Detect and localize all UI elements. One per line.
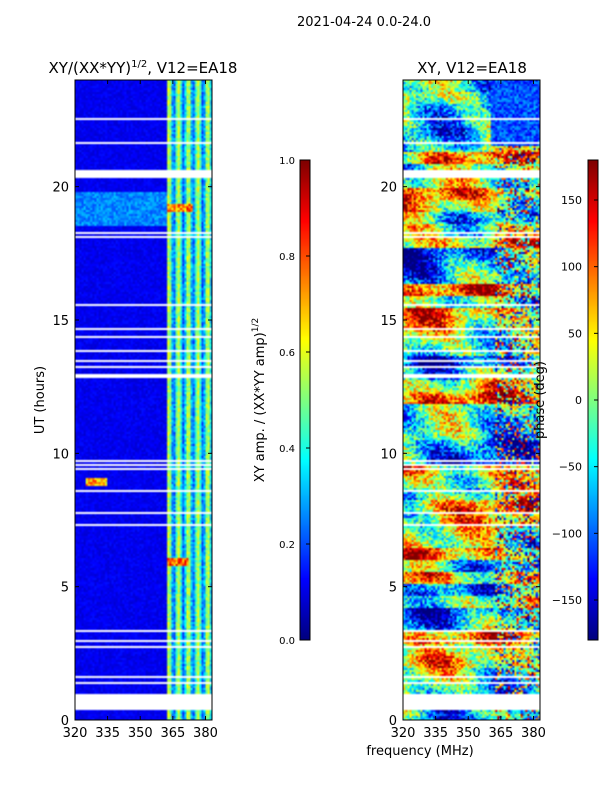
right-panel-title: XY, V12=EA18 [417,59,527,77]
colorbar-tick-label: 150 [561,194,582,207]
phase-colorbar-gradient [588,160,598,640]
y-tick-label: 0 [61,714,69,729]
amplitude-ratio-panel: XY/(XX*YY)1/2, V12=EA18 320 335 350 365 380 0… [33,59,237,741]
y-tick-label: 10 [380,447,397,462]
figure-suptitle: 2021-04-24 0.0-24.0 [297,15,431,30]
colorbar-tick-label: 1.0 [279,156,295,167]
x-tick-label: 320 [391,726,416,741]
colorbar-tick-label: −150 [552,594,582,607]
phase-heatmap [403,80,540,720]
colorbar-tick-label: 100 [561,261,582,274]
colorbar-tick-label: −100 [552,527,582,540]
phase-colorbar: −150 −100 −50 0 50 100 150 phase (deg) [533,159,599,641]
colorbar-tick-label: 50 [568,327,582,340]
right-axis-ticks: 320 335 350 365 380 0 5 10 15 20 [380,80,546,741]
amplitude-colorbar-gradient [300,160,310,640]
y-tick-label: 20 [380,181,397,196]
x-tick-label: 380 [193,726,218,741]
y-tick-label: 15 [380,314,397,329]
x-tick-label: 365 [160,726,185,741]
colorbar-tick-label: 0 [575,394,582,407]
amplitude-ratio-heatmap [75,80,212,720]
y-tick-label: 20 [52,181,69,196]
x-tick-label: 320 [63,726,88,741]
x-tick-label: 335 [95,726,120,741]
left-axis-ticks: 320 335 350 365 380 0 5 10 15 20 [52,80,218,741]
colorbar-tick-label: 0.4 [279,444,295,455]
colorbar-tick-label: 0.0 [279,636,295,647]
right-axes-frame [402,79,541,721]
y-tick-label: 15 [52,314,69,329]
colorbar-tick-label: −50 [559,461,582,474]
left-panel-title: XY/(XX*YY)1/2, V12=EA18 [49,59,238,77]
left-y-axis-label: UT (hours) [33,366,48,434]
x-tick-label: 350 [128,726,153,741]
amplitude-colorbar: 0.0 0.2 0.4 0.6 0.8 1.0 XY amp. / (XX*YY amp)… [251,156,311,647]
y-tick-label: 10 [52,447,69,462]
phase-colorbar-ticks: −150 −100 −50 0 50 100 150 [552,194,598,607]
phase-panel: XY, V12=EA18 320 335 350 365 380 0 5 10 15 20 [380,59,545,741]
colorbar-tick-label: 0.6 [279,348,295,359]
amplitude-colorbar-frame [299,159,311,641]
left-axes-frame [74,79,213,721]
colorbar-tick-label: 0.2 [279,540,295,551]
amplitude-colorbar-ticks: 0.0 0.2 0.4 0.6 0.8 1.0 [279,156,310,647]
y-tick-label: 0 [389,714,397,729]
x-tick-label: 380 [521,726,546,741]
y-tick-label: 5 [61,581,69,596]
x-tick-label: 350 [456,726,481,741]
y-tick-label: 5 [389,581,397,596]
shared-x-axis-label: frequency (MHz) [366,744,473,759]
colorbar-tick-label: 0.8 [279,252,295,263]
x-tick-label: 335 [423,726,448,741]
amplitude-colorbar-label: XY amp. / (XX*YY amp)1/2 [251,318,268,482]
phase-colorbar-label: phase (deg) [533,361,548,439]
x-tick-label: 365 [488,726,513,741]
